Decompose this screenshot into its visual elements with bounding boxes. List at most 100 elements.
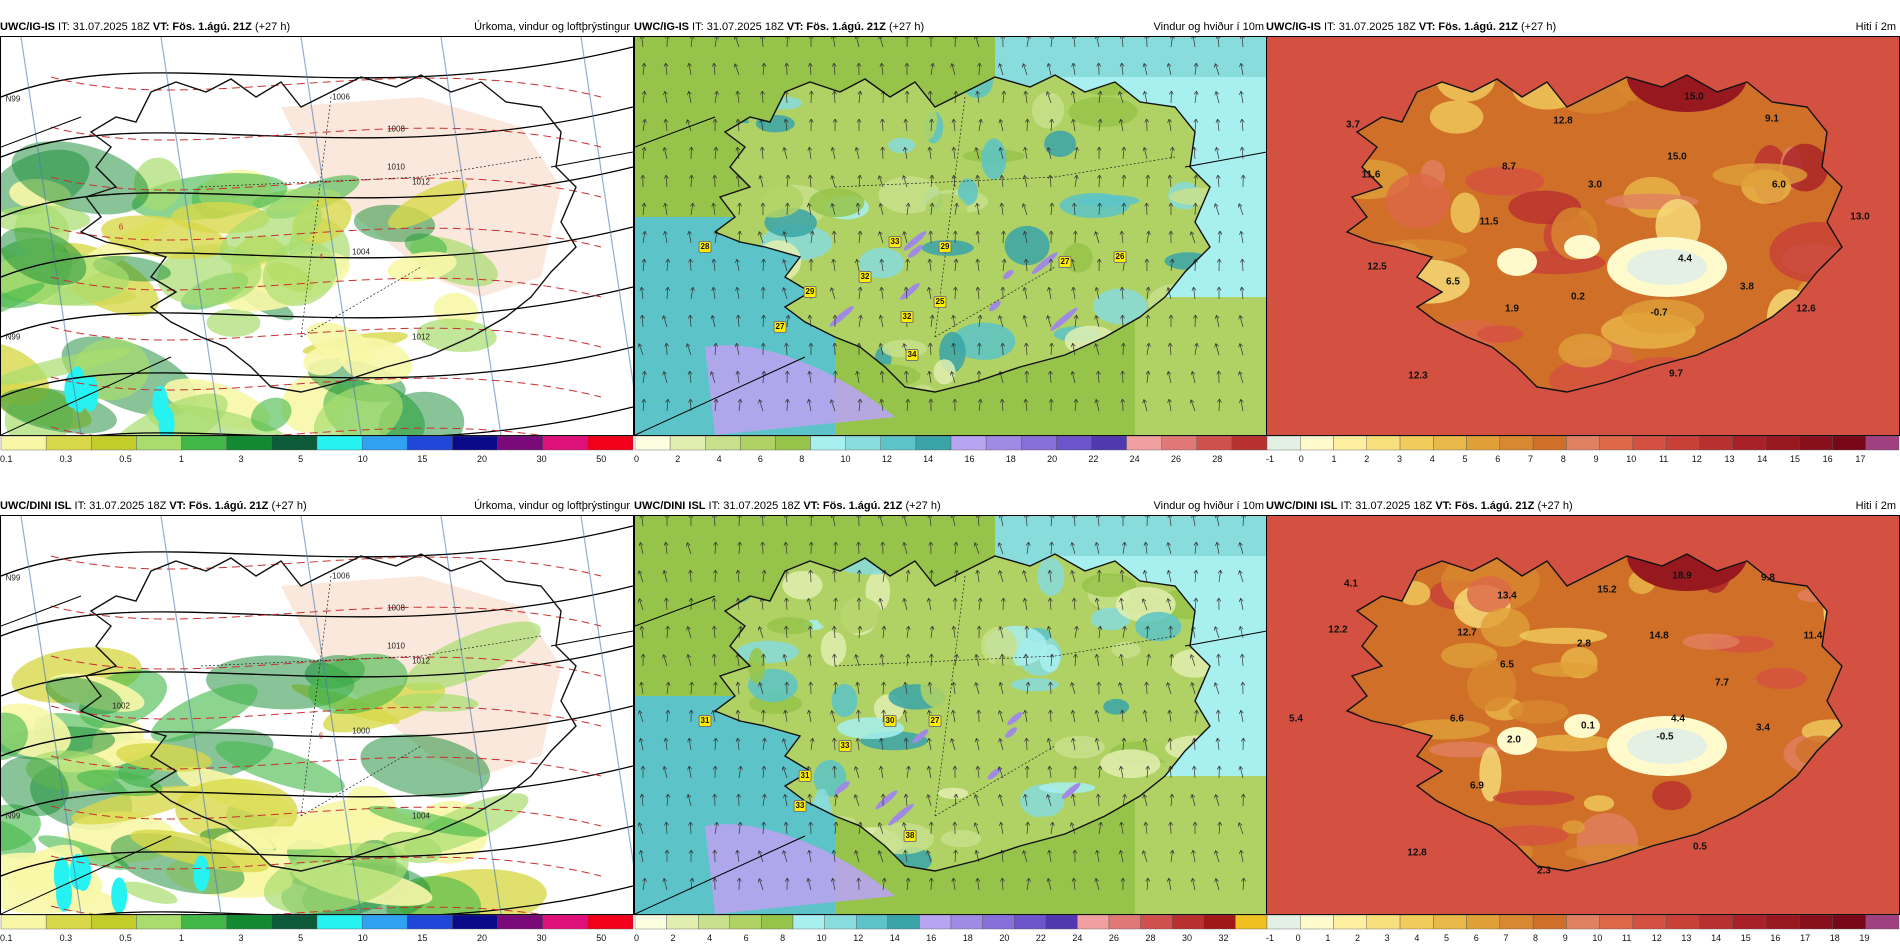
colorbar-tick-label: 50 (596, 933, 607, 943)
panel-ig-temp: UWC/IG-IS IT: 31.07.2025 18Z VT: Fös. 1.… (1266, 0, 1900, 466)
isobar-label: 1012 (412, 177, 430, 187)
colorbar-swatch (1045, 914, 1078, 930)
colorbar-swatch (1203, 914, 1236, 930)
temperature-value-label: 7.7 (1715, 677, 1729, 689)
colorbar-swatch (845, 435, 881, 451)
colorbar-tick-label: 5 (1462, 454, 1468, 464)
temperature-value-label: 0.5 (1693, 841, 1707, 853)
colorbar-tick-label: 14 (889, 933, 900, 943)
isobar-label: N99 (5, 332, 21, 342)
colorbar-swatch (1196, 435, 1233, 451)
colorbar-tick-label: 10 (357, 933, 368, 943)
isobar-label: 1008 (387, 603, 405, 613)
gust-value-label: 33 (793, 800, 807, 812)
colorbar-swatch (587, 914, 634, 930)
colorbar-swatch (1699, 435, 1733, 451)
temperature-value-label: 6.5 (1500, 659, 1514, 671)
isobar-label: 1002 (112, 701, 130, 711)
colorbar-swatch (1235, 914, 1268, 930)
gust-value-label: 27 (773, 321, 787, 333)
colorbar-tick-label: 0.1 (0, 933, 13, 943)
colorbar-swatch (729, 914, 762, 930)
colorbar-swatch (1599, 435, 1634, 451)
colorbar-tick-label: 6 (743, 933, 749, 943)
colorbar-tick-label: 22 (1088, 454, 1099, 464)
colorbar-swatch (1832, 435, 1866, 451)
temperature-value-label: -0.5 (1656, 731, 1674, 743)
colorbar-swatch (1399, 435, 1434, 451)
temperature-value-label: 13.0 (1850, 211, 1870, 223)
colorbar-swatch (1021, 435, 1057, 451)
colorbar-swatch (1699, 914, 1733, 930)
colorbar-tick-label: 28 (1145, 933, 1156, 943)
colorbar-swatch (761, 914, 794, 930)
map-canvas (1, 37, 633, 435)
lead-time: (+27 h) (251, 21, 291, 33)
colorbar-tick-label: 32 (1218, 933, 1229, 943)
colorbar-swatch (452, 435, 498, 451)
colorbar-swatch (1566, 914, 1600, 930)
colorbar-swatch (1566, 435, 1600, 451)
isobar-label: 1012 (412, 332, 430, 342)
gust-value-label: 33 (888, 236, 902, 248)
isobar-label: 1004 (352, 247, 370, 257)
colorbar-swatch (880, 435, 917, 451)
temperature-value-label: 9.1 (1765, 113, 1779, 125)
panel-ig-precip: UWC/IG-IS IT: 31.07.2025 18Z VT: Fös. 1.… (0, 0, 634, 466)
colorbar-swatch (1300, 435, 1334, 451)
gust-value-label: 30 (883, 715, 897, 727)
temperature-value-label: 2.3 (1537, 865, 1551, 877)
colorbar-tick-label: 2 (670, 933, 676, 943)
colorbar-swatch (316, 914, 363, 930)
colorbar-tick-label: 6 (1473, 933, 1479, 943)
colorbar-tick-label: 0 (1295, 933, 1301, 943)
colorbar-tick-label: 26 (1108, 933, 1119, 943)
colorbar-legend: -1 0 1 2 3 4 5 6 7 8 9 10 11 12 13 14 15 16 17 (1266, 434, 1900, 464)
temperature-value-label: 18.9 (1672, 570, 1692, 582)
colorbar-tick-label: 15 (1789, 454, 1800, 464)
colorbar-tick-label: 14 (1711, 933, 1722, 943)
colorbar-swatch (634, 914, 667, 930)
init-time: IT: 31.07.2025 18Z (1321, 21, 1419, 33)
colorbar-swatch (1799, 435, 1833, 451)
colorbar-swatch (1433, 435, 1467, 451)
colorbar-tick-label: 4 (707, 933, 713, 943)
colorbar-legend: 0.1 0.3 0.5 1 3 5 10 15 20 30 50 (0, 434, 634, 464)
colorbar-tick-label: 4 (1414, 933, 1420, 943)
colorbar-tick-label: 3 (238, 933, 244, 943)
colorbar-legend: 0 2 4 6 8 10 12 14 16 18 20 22 24 26 28 30 32 (634, 913, 1268, 943)
temperature-value-label: 13.4 (1497, 590, 1517, 602)
colorbar-swatch (1091, 435, 1127, 451)
colorbar-tick-label: 11 (1658, 454, 1669, 464)
colorbar-tick-label: 30 (1181, 933, 1192, 943)
colorbar-tick-label: 0 (1298, 454, 1304, 464)
temp-map: 15.0 9.1 3.7 12.8 11.6 8.7 15.0 3.0 6.0 11.5 13.0 4… (1266, 36, 1900, 436)
isobar-label: 4 (318, 252, 324, 262)
colorbar-tick-label: 1 (1325, 933, 1331, 943)
colorbar-swatch (1172, 914, 1205, 930)
colorbar-swatch (316, 435, 363, 451)
precip-map: 1006 1008 1010 1012 1000 1004 1002 6 N99 N99 (0, 515, 634, 915)
colorbar-swatch (45, 914, 92, 930)
model-name: UWC/DINI ISL (0, 500, 72, 512)
temperature-value-label: 8.7 (1502, 161, 1516, 173)
colorbar-swatch (1466, 435, 1501, 451)
temperature-value-label: 1.9 (1505, 303, 1519, 315)
colorbar-tick-label: 2 (1364, 454, 1370, 464)
init-time: IT: 31.07.2025 18Z (705, 500, 804, 512)
map-canvas (635, 37, 1267, 435)
colorbar-tick-label: -1 (1266, 933, 1275, 943)
temperature-value-label: 6.5 (1446, 276, 1460, 288)
panel-ig-wind: UWC/IG-IS IT: 31.07.2025 18Z VT: Fös. 1.… (634, 0, 1268, 466)
isobar-label: 1008 (387, 124, 405, 134)
gust-value-label: 32 (900, 311, 914, 323)
colorbar-tick-label: 6 (757, 454, 763, 464)
panel-header: UWC/IG-IS IT: 31.07.2025 18Z VT: Fös. 1.… (0, 0, 634, 36)
colorbar-tick-label: -1 (1266, 454, 1275, 464)
valid-time: VT: Fös. 1.ágú. 21Z (1435, 500, 1535, 512)
isobar-label: 1006 (332, 92, 350, 102)
colorbar-swatch (1665, 914, 1700, 930)
valid-time: VT: Fös. 1.ágú. 21Z (169, 500, 269, 512)
temperature-value-label: 6.0 (1772, 179, 1786, 191)
colorbar-tick-label: 4 (1429, 454, 1435, 464)
